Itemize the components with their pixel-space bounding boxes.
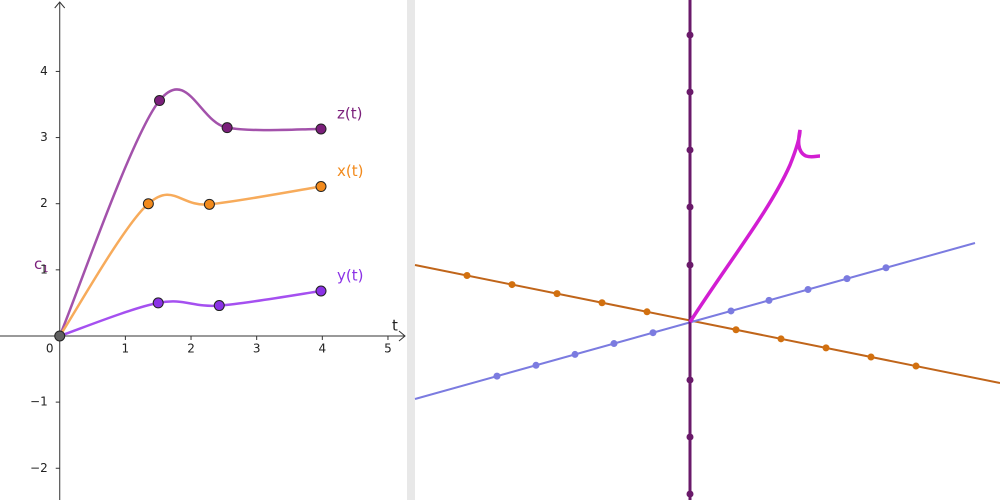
control-point [221,122,233,134]
origin-point [54,330,66,342]
y-tick-label: 4 [40,64,48,78]
space-curve [688,129,821,323]
x-axis-3d-dot [643,308,651,316]
series-label: x(t) [337,162,363,180]
slider-label-text: c [34,255,42,273]
y-axis-3d-dot [532,361,540,369]
y-axis-3d-dot [882,264,890,272]
x-axis-3d-dot [553,290,561,298]
control-point [152,297,164,309]
x-axis-3d-dot [912,362,920,370]
y-axis-3d-dot [571,350,579,358]
x-tick-label: 3 [253,341,261,355]
y-axis-3d-dot [610,340,618,348]
x-axis-label: t [392,316,398,334]
y-axis-3d-dot [843,275,851,283]
z-axis-3d-dot [686,376,694,384]
x-axis-3d [414,264,1000,384]
control-point [315,181,327,193]
y-tick-label: 1 [40,262,48,276]
x-axis-3d-dot [463,271,471,279]
3d-view [414,0,1000,500]
control-point [315,285,327,297]
x-tick-label: 4 [318,341,326,355]
z-axis-3d-dot [686,31,694,39]
x-tick-label: 1 [122,341,130,355]
y-axis-3d-dot [727,307,735,315]
y-axis-3d [414,242,976,400]
y-tick-label: 3 [40,130,48,144]
z-axis-3d-dot [686,146,694,154]
z-axis-3d-dot [686,88,694,96]
control-point [213,300,225,312]
x-axis-3d-dot [867,353,875,361]
x-axis-3d-dot [732,326,740,334]
y-axis-arrow [54,1,66,9]
z-axis-3d-dot [686,203,694,211]
x-axis-3d-dot [777,335,785,343]
z-axis-3d-dot [686,490,694,498]
y-tick-label: 2 [40,196,48,210]
y-axis-3d-dot [765,296,773,304]
slider-label-sub: 1 [42,264,48,275]
control-point [154,95,166,107]
series-label: z(t) [337,104,362,122]
y-tick-label: −2 [30,461,48,475]
z-axis-3d-dot [686,261,694,269]
curve [58,185,322,337]
slider-label: c1 [34,255,49,276]
y-tick-label: −1 [30,395,48,409]
x-tick-label: 0 [46,341,54,355]
series-label: y(t) [337,267,363,285]
curve [59,289,322,338]
x-axis-3d-dot [508,281,516,289]
y-axis-3d-dot [493,372,501,380]
y-axis-3d-dot [804,286,812,294]
curve [58,88,322,337]
x-axis-3d-dot [822,344,830,352]
x-axis-3d-dot [598,299,606,307]
control-point [142,198,154,210]
x-tick-label: 5 [384,341,392,355]
y-axis-3d-dot [649,329,657,337]
control-point [315,123,327,135]
control-point [203,198,215,210]
x-axis-arrow [398,330,406,342]
z-axis-3d-dot [686,433,694,441]
x-tick-label: 2 [187,341,195,355]
panel-divider [407,0,415,500]
